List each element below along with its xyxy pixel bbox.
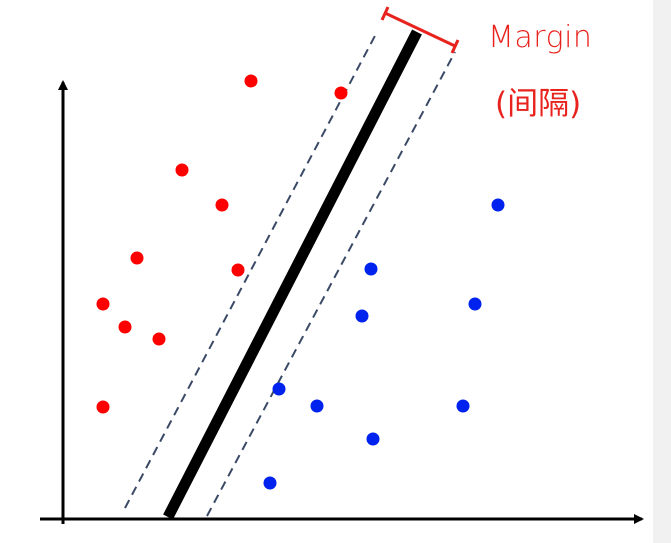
margin-label: Margin xyxy=(488,20,593,55)
red-data-point xyxy=(130,251,144,265)
background-strip xyxy=(653,0,671,543)
red-data-point xyxy=(334,86,348,100)
red-data-point xyxy=(231,263,245,277)
blue-data-point xyxy=(272,382,286,396)
red-data-point xyxy=(215,198,229,212)
class-blue-points xyxy=(263,198,505,490)
red-data-point xyxy=(152,332,166,346)
blue-data-point xyxy=(263,476,277,490)
blue-data-point xyxy=(310,399,324,413)
blue-data-point xyxy=(468,297,482,311)
red-data-point xyxy=(244,74,258,88)
red-data-point xyxy=(118,320,132,334)
margin-boundary-left xyxy=(124,31,378,509)
blue-data-point xyxy=(366,432,380,446)
class-red-points xyxy=(96,74,348,414)
blue-data-point xyxy=(456,399,470,413)
separating-hyperplane xyxy=(163,29,422,520)
red-data-point xyxy=(96,400,110,414)
margin-bracket xyxy=(380,6,460,54)
blue-data-point xyxy=(491,198,505,212)
margin-boundary-right xyxy=(206,51,456,517)
red-data-point xyxy=(96,297,110,311)
margin-label-chinese: (间隔) xyxy=(495,86,582,122)
blue-data-point xyxy=(364,262,378,276)
red-data-point xyxy=(175,163,189,177)
blue-data-point xyxy=(355,309,369,323)
